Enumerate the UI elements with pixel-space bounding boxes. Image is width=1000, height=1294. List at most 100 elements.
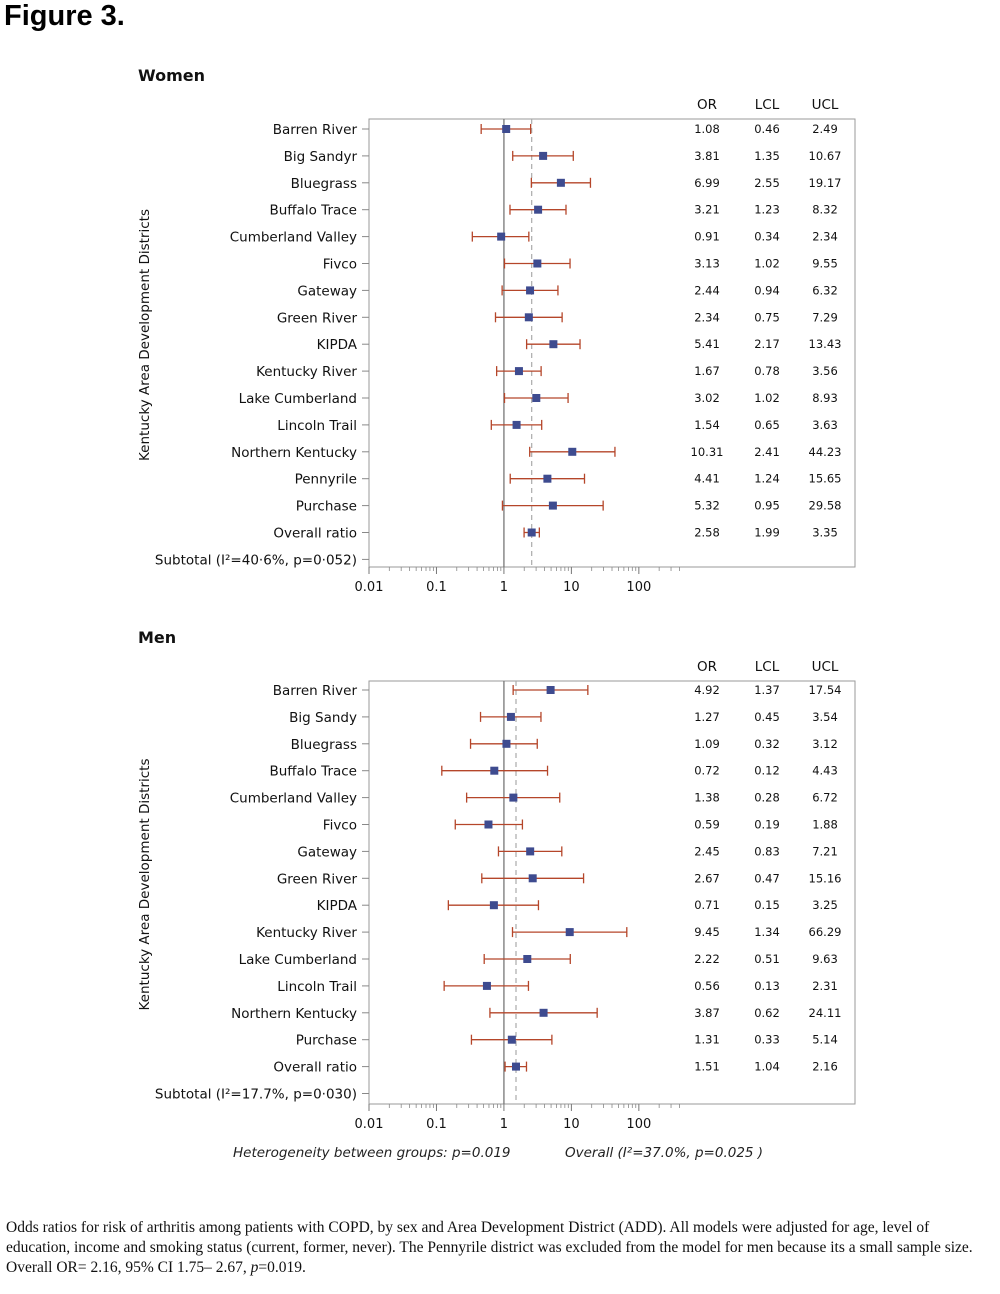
women-ucl-value-bluegrass: 19.17 [809,176,842,190]
women-y-axis-title: Kentucky Area Development Districts [137,209,153,461]
men-or-value-overall-ratio: 1.51 [694,1060,720,1074]
women-lcl-value-lake-cumberland: 1.02 [754,391,780,405]
men-lcl-value-barren-river: 1.37 [754,683,780,697]
men-or-value-northern-kentucky: 3.87 [694,1006,720,1020]
women-x-tick-label-0-01: 0.01 [355,580,384,595]
men-lcl-value-purchase: 0.33 [754,1033,780,1047]
women-or-value-pennyrile: 4.41 [694,472,720,486]
men-ucl-value-purchase: 5.14 [812,1033,838,1047]
women-lcl-value-kipda: 2.17 [754,337,780,351]
men-or-value-fivco: 0.59 [694,818,720,832]
men-row-label-overall-ratio: Overall ratio [273,1060,357,1076]
women-or-marker-kentucky-river [514,367,523,376]
women-or-marker-bluegrass [556,178,565,187]
men-row-label-big-sandy: Big Sandy [289,710,357,726]
men-row-label-fivco: Fivco [323,818,357,834]
women-panel-title: Women [138,66,205,85]
men-row-label-kipda: KIPDA [317,898,358,914]
women-lcl-value-cumberland-valley: 0.34 [754,230,780,244]
women-row-label-barren-river: Barren River [273,122,358,138]
men-ucl-value-lake-cumberland: 9.63 [812,952,838,966]
men-column-header-lcl: LCL [755,659,780,675]
overall-note: Overall (I²=37.0%, p=0.025 ) [565,1145,763,1161]
men-or-marker-kipda [489,901,498,910]
men-ucl-value-lincoln-trail: 2.31 [812,979,838,993]
men-row-label-gateway: Gateway [297,844,357,860]
women-or-marker-overall-ratio [527,528,536,537]
women-ucl-value-gateway: 6.32 [812,283,838,297]
women-ucl-value-barren-river: 2.49 [812,122,838,136]
women-or-marker-northern-kentucky [568,447,577,456]
heterogeneity-note: Heterogeneity between groups: p=0.019 [233,1145,511,1161]
men-lcl-value-bluegrass: 0.32 [754,737,780,751]
women-or-value-gateway: 2.44 [694,283,720,297]
men-or-value-green-river: 2.67 [694,871,720,885]
women-or-value-bluegrass: 6.99 [694,176,720,190]
men-or-marker-fivco [484,820,493,829]
men-or-marker-purchase [507,1035,516,1044]
men-lcl-value-cumberland-valley: 0.28 [754,791,780,805]
women-or-value-buffalo-trace: 3.21 [694,203,720,217]
women-or-value-kentucky-river: 1.67 [694,364,720,378]
women-lcl-value-barren-river: 0.46 [754,122,780,136]
women-lcl-value-lincoln-trail: 0.65 [754,418,780,432]
women-row-label-purchase: Purchase [296,499,357,515]
caption-text: Odds ratios for risk of arthritis among … [6,1219,973,1276]
women-or-value-fivco: 3.13 [694,257,720,271]
women-or-value-cumberland-valley: 0.91 [694,230,720,244]
men-ucl-value-green-river: 15.16 [809,871,842,885]
women-ucl-value-lincoln-trail: 3.63 [812,418,838,432]
women-row-label-overall-ratio: Overall ratio [273,526,357,542]
men-or-value-buffalo-trace: 0.72 [694,764,720,778]
men-or-marker-green-river [528,874,537,883]
women-ucl-value-big-sandyr: 10.67 [809,149,842,163]
women-lcl-value-fivco: 1.02 [754,257,780,271]
women-or-marker-gateway [526,286,535,295]
women-or-value-big-sandyr: 3.81 [694,149,720,163]
men-or-marker-gateway [526,847,535,856]
men-row-label-northern-kentucky: Northern Kentucky [231,1006,357,1022]
men-or-marker-overall-ratio [511,1062,520,1071]
women-x-tick-label-10: 10 [563,580,580,595]
caption-p-label: p [250,1259,259,1276]
men-or-marker-lincoln-trail [482,981,491,990]
men-ucl-value-big-sandy: 3.54 [812,710,838,724]
men-row-label-buffalo-trace: Buffalo Trace [269,764,357,780]
men-lcl-value-overall-ratio: 1.04 [754,1060,780,1074]
men-lcl-value-green-river: 0.47 [754,871,780,885]
women-or-marker-pennyrile [543,474,552,483]
men-or-marker-barren-river [546,686,555,694]
women-row-label-gateway: Gateway [297,283,357,299]
men-lcl-value-gateway: 0.83 [754,844,780,858]
figure-caption: Odds ratios for risk of arthritis among … [6,1218,991,1278]
women-row-label-lincoln-trail: Lincoln Trail [277,418,357,434]
figure-title: Figure 3. [4,0,125,32]
men-plot-frame [368,680,856,1105]
men-or-value-barren-river: 4.92 [694,683,720,697]
women-row-label-kipda: KIPDA [317,337,358,353]
men-y-axis-title: Kentucky Area Development Districts [137,759,153,1011]
women-or-marker-buffalo-trace [534,205,543,214]
men-or-marker-big-sandy [506,712,515,721]
men-or-value-lake-cumberland: 2.22 [694,952,720,966]
men-ucl-value-cumberland-valley: 6.72 [812,791,838,805]
men-lcl-value-kipda: 0.15 [754,898,780,912]
women-row-label-northern-kentucky: Northern Kentucky [231,445,357,461]
women-lcl-value-overall-ratio: 1.99 [754,526,780,540]
women-ucl-value-purchase: 29.58 [809,499,842,513]
women-ucl-value-buffalo-trace: 8.32 [812,203,838,217]
women-lcl-value-northern-kentucky: 2.41 [754,445,780,459]
women-lcl-value-bluegrass: 2.55 [754,176,780,190]
women-row-label-bluegrass: Bluegrass [291,176,357,192]
women-column-header-or: OR [697,97,717,113]
men-or-value-cumberland-valley: 1.38 [694,791,720,805]
men-lcl-value-buffalo-trace: 0.12 [754,764,780,778]
men-x-tick-label-100: 100 [626,1117,651,1132]
men-x-tick-label-0-01: 0.01 [355,1117,384,1132]
women-or-marker-lake-cumberland [532,394,541,402]
women-row-label-green-river: Green River [277,310,358,326]
men-row-label-lincoln-trail: Lincoln Trail [277,979,357,995]
women-or-marker-fivco [533,259,542,268]
women-ucl-value-kipda: 13.43 [809,337,842,351]
women-or-marker-lincoln-trail [512,420,521,429]
